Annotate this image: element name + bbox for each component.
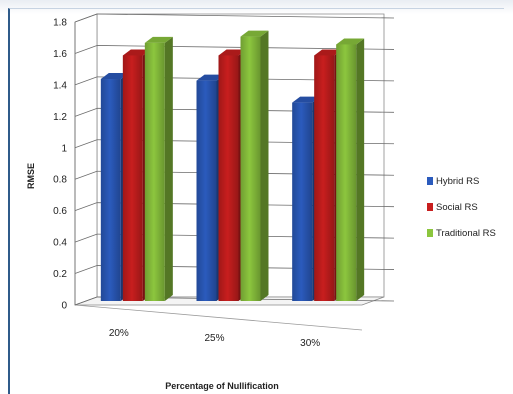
- y-tick-label: 1.6: [53, 49, 67, 60]
- gridline-side: [74, 107, 98, 117]
- bar: [240, 30, 269, 301]
- bar-top: [292, 96, 321, 103]
- gridline-side: [74, 233, 98, 243]
- legend-label: Hybrid RS: [436, 176, 479, 187]
- bar-front: [100, 79, 121, 302]
- gridline-side: [74, 76, 98, 86]
- y-axis-title: RMSE: [26, 163, 36, 189]
- bar-side: [356, 38, 365, 301]
- bar-front: [292, 102, 313, 301]
- bar-side: [260, 30, 269, 301]
- gridline-side: [74, 13, 98, 23]
- bar: [336, 38, 365, 301]
- bar-top: [336, 38, 365, 45]
- legend-swatch: [427, 203, 433, 211]
- legend-swatch: [427, 177, 433, 185]
- bar-side: [164, 36, 173, 301]
- y-tick-labels: 0 0.2 0.4 0.6 0.8 1 1.2 1.4 1.6 1.8: [53, 18, 67, 312]
- y-tick-label: 0.8: [53, 175, 67, 186]
- gridline-side: [74, 265, 98, 274]
- bar-front: [240, 36, 261, 301]
- x-axis-title: Percentage of Nullification: [165, 381, 279, 391]
- bar-top: [240, 30, 269, 37]
- gridline-side: [74, 170, 98, 180]
- bar-top: [196, 74, 225, 81]
- x-tick-label: 25%: [204, 333, 224, 344]
- bar-front: [196, 80, 217, 301]
- legend: Hybrid RS Social RS Traditional RS: [427, 176, 496, 239]
- legend-item: Social RS: [427, 202, 478, 213]
- bars: [100, 30, 365, 302]
- frame-border: [8, 8, 504, 394]
- bar-front: [336, 44, 357, 301]
- bar-top: [144, 36, 173, 43]
- bar-top: [122, 49, 151, 56]
- gridline-side: [74, 45, 98, 54]
- y-tick-label: 1.4: [53, 80, 67, 91]
- y-tick-label: 1.2: [53, 112, 67, 123]
- bar-front: [218, 55, 239, 301]
- y-tick-label: 0.2: [53, 269, 67, 280]
- bar-front: [314, 55, 335, 301]
- gridline-side: [74, 296, 98, 306]
- x-tick-label: 30%: [300, 338, 320, 349]
- bar-front: [122, 55, 143, 301]
- y-tick-label: 0.6: [53, 206, 67, 217]
- bar: [144, 36, 173, 301]
- x-tick-label: 20%: [109, 328, 129, 339]
- gridline: [96, 13, 395, 19]
- legend-item: Traditional RS: [427, 228, 496, 239]
- y-tick-label: 1: [61, 143, 67, 154]
- y-tick-label: 0.4: [53, 238, 67, 249]
- legend-label: Social RS: [436, 202, 478, 213]
- bar-top: [314, 49, 343, 56]
- y-tick-label: 0: [61, 301, 67, 312]
- y-tick-label: 1.8: [53, 18, 67, 29]
- legend-label: Traditional RS: [436, 228, 496, 239]
- side-wall: [74, 13, 98, 306]
- bar-top: [218, 49, 247, 56]
- gridline-side: [74, 139, 98, 149]
- gridline-side: [74, 202, 98, 212]
- bar-front: [144, 42, 165, 301]
- x-tick-labels: 20% 25% 30%: [109, 328, 320, 349]
- legend-item: Hybrid RS: [427, 176, 479, 187]
- x-axis-line: [74, 304, 363, 331]
- bar-top: [100, 73, 129, 80]
- legend-swatch: [427, 229, 433, 237]
